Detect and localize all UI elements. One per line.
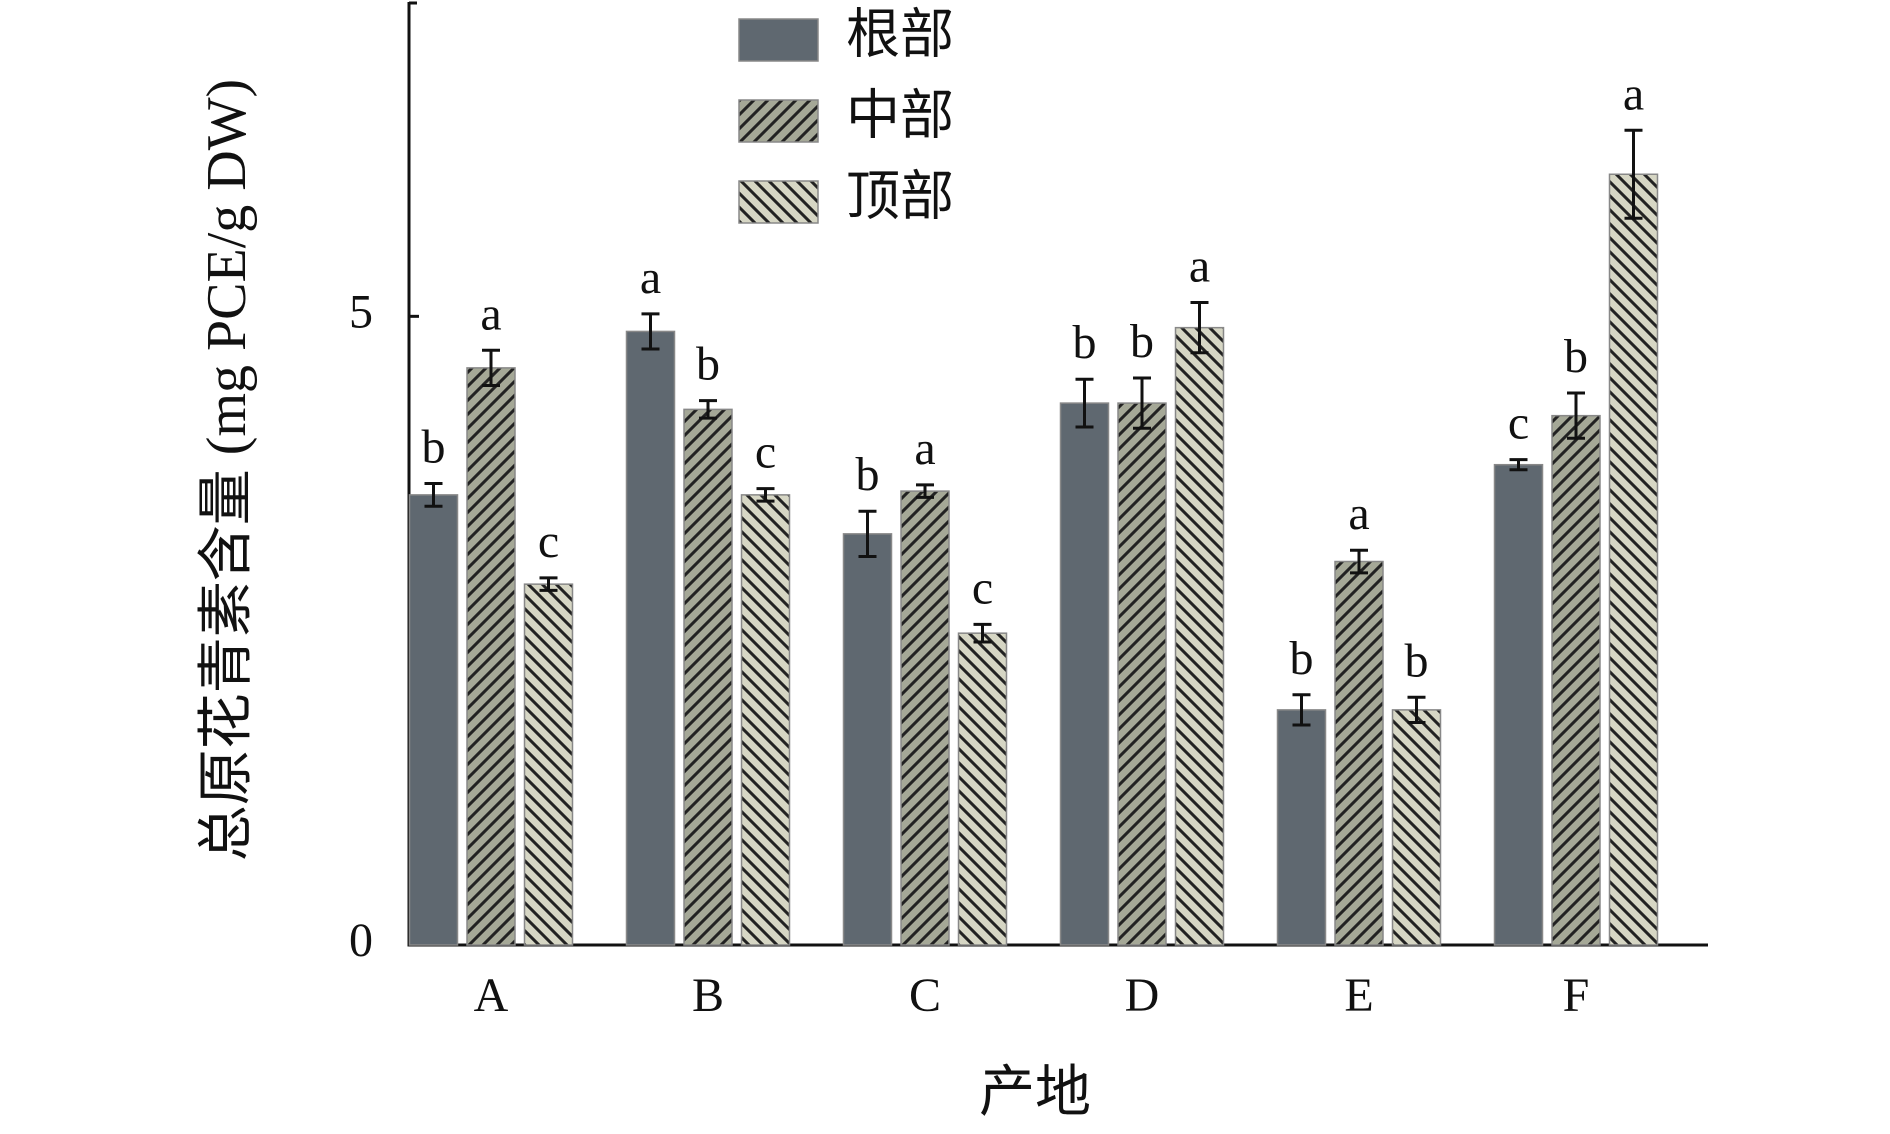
error-bar: [858, 509, 877, 558]
significance-label: b: [696, 338, 720, 391]
significance-label: b: [1290, 632, 1314, 685]
significance-label: a: [914, 422, 935, 475]
bar: [1334, 560, 1384, 946]
x-tick-label: E: [1344, 969, 1373, 1022]
bar: [625, 330, 676, 946]
y-tick-label: 0: [349, 914, 373, 967]
y-tick-label: 5: [349, 285, 373, 338]
significance-label: c: [538, 515, 559, 568]
x-tick-label: F: [1563, 969, 1590, 1022]
error-bar: [699, 399, 717, 420]
error-bar: [1075, 377, 1094, 429]
bar: [466, 367, 516, 946]
error-bar: [1350, 548, 1368, 575]
bar: [1551, 414, 1601, 946]
x-tick-label: D: [1125, 969, 1160, 1022]
significance-label: c: [1508, 397, 1529, 450]
bar: [683, 408, 733, 946]
significance-label: b: [1073, 316, 1097, 369]
legend-swatch: [738, 18, 819, 62]
error-bar: [756, 487, 775, 503]
significance-label: b: [856, 448, 880, 501]
bar: [1276, 709, 1327, 946]
error-bar: [973, 622, 992, 644]
legend-label: 中部: [846, 85, 954, 145]
error-bar: [641, 312, 660, 351]
bar: [523, 583, 574, 946]
bar: [1117, 402, 1167, 946]
bar: [842, 533, 893, 946]
bar: [900, 490, 950, 946]
bar: [1391, 709, 1442, 946]
significance-label: b: [422, 421, 446, 474]
significance-label: a: [1348, 487, 1369, 540]
error-bar: [539, 576, 558, 592]
error-bar: [1292, 693, 1311, 727]
significance-label: b: [1564, 330, 1588, 383]
y-axis-title: 总原花青素含量 (mg PCE/g DW): [196, 79, 258, 861]
error-bar: [1509, 458, 1528, 472]
significance-label: a: [1623, 67, 1644, 120]
error-bar: [1624, 128, 1643, 220]
error-bar: [1190, 301, 1209, 355]
error-bar: [1567, 391, 1585, 440]
error-bar: [1407, 695, 1426, 724]
error-bar: [916, 483, 934, 499]
bar: [408, 494, 459, 946]
bar: [1059, 402, 1110, 946]
bar: [1608, 173, 1659, 946]
error-bar: [1133, 376, 1151, 430]
significance-label: b: [1130, 315, 1154, 368]
x-tick-label: C: [909, 969, 941, 1022]
significance-label: c: [972, 561, 993, 614]
bar: [1174, 326, 1225, 946]
legend-label: 根部: [846, 4, 954, 64]
x-tick-label: B: [692, 969, 724, 1022]
x-axis-title: 产地: [979, 1062, 1091, 1124]
bar: [957, 632, 1008, 946]
legend-swatch: [738, 180, 819, 224]
legend-label: 顶部: [846, 166, 954, 226]
significance-label: a: [640, 251, 661, 304]
error-bar: [482, 348, 500, 387]
bar: [740, 494, 791, 946]
legend-swatch: [738, 99, 819, 143]
significance-label: a: [480, 287, 501, 340]
x-tick-label: A: [474, 969, 509, 1022]
bar: [1493, 463, 1544, 946]
significance-label: b: [1405, 634, 1429, 687]
significance-label: a: [1189, 240, 1210, 293]
significance-label: c: [755, 426, 776, 479]
error-bar: [424, 482, 443, 508]
